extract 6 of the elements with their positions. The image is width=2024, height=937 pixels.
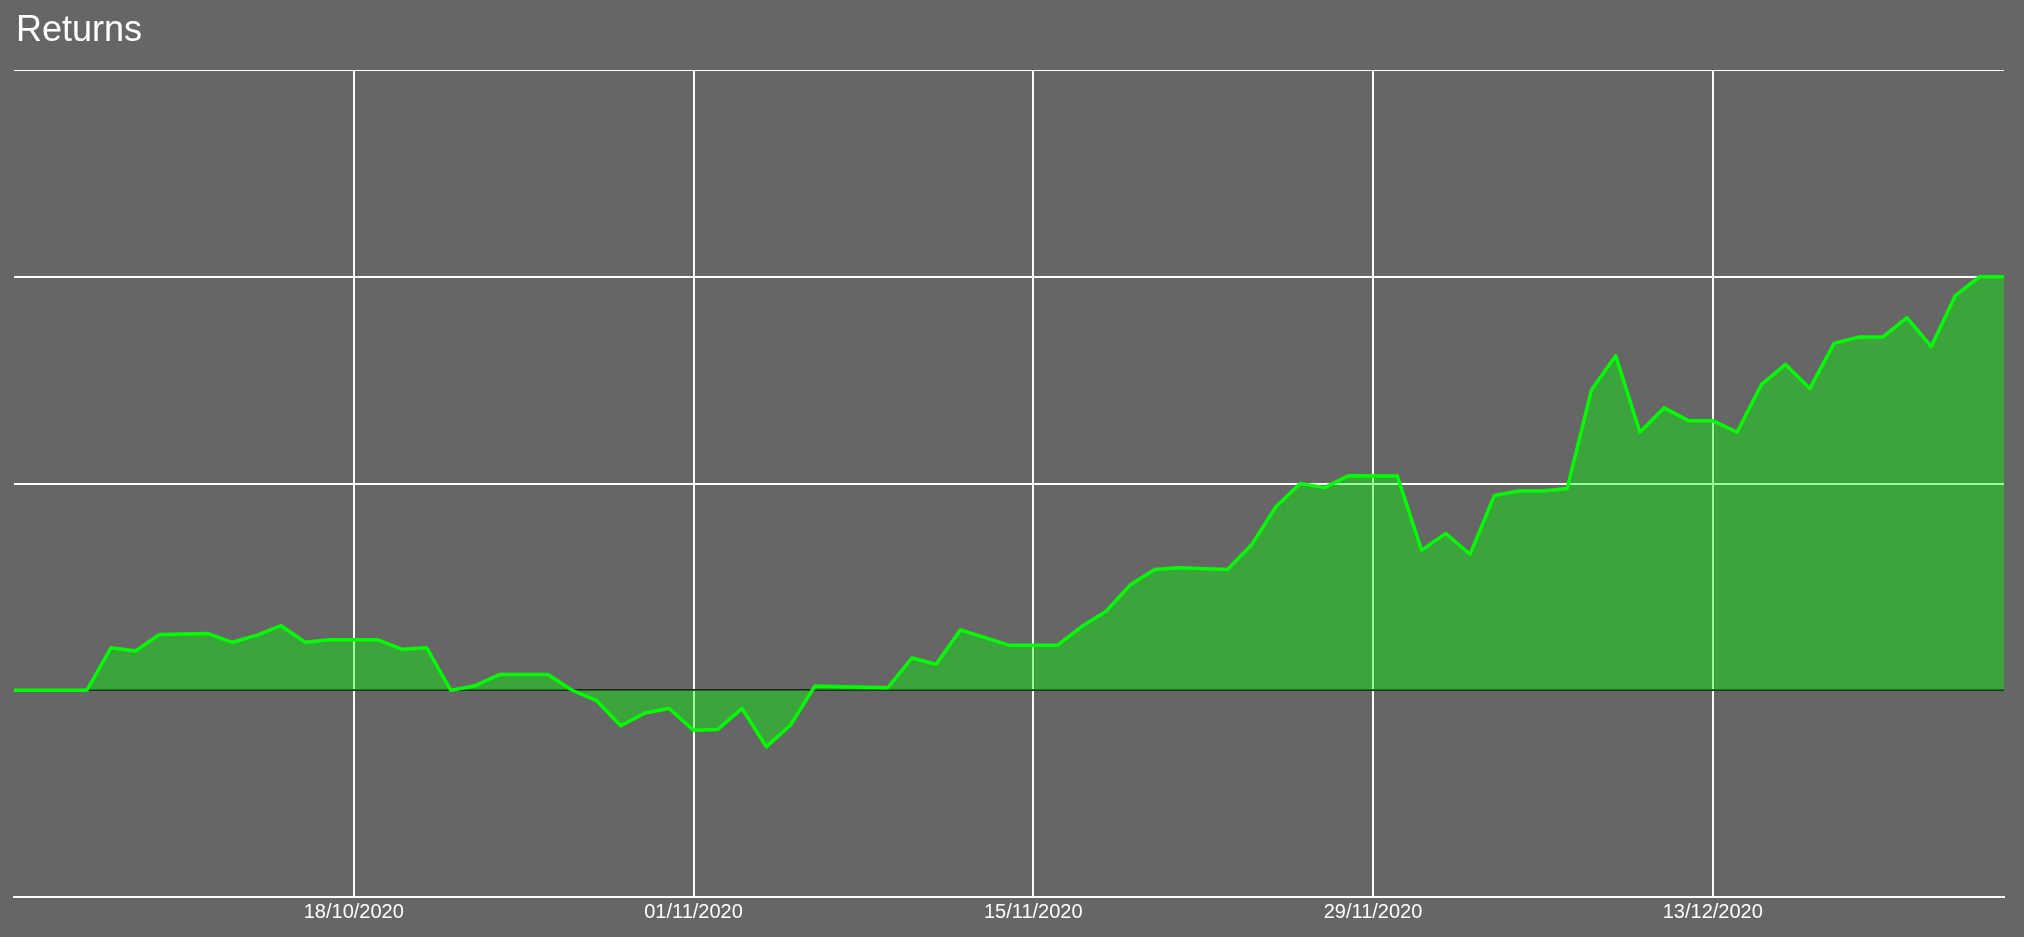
chart-title: Returns [16,8,143,50]
x-tick-label: 13/12/2020 [1662,899,1763,922]
x-tick-label: 01/11/2020 [644,899,743,922]
x-tick-label: 15/11/2020 [983,899,1083,922]
x-tick-label: 18/10/2020 [303,899,404,922]
x-tick-label: 29/11/2020 [1323,899,1423,922]
